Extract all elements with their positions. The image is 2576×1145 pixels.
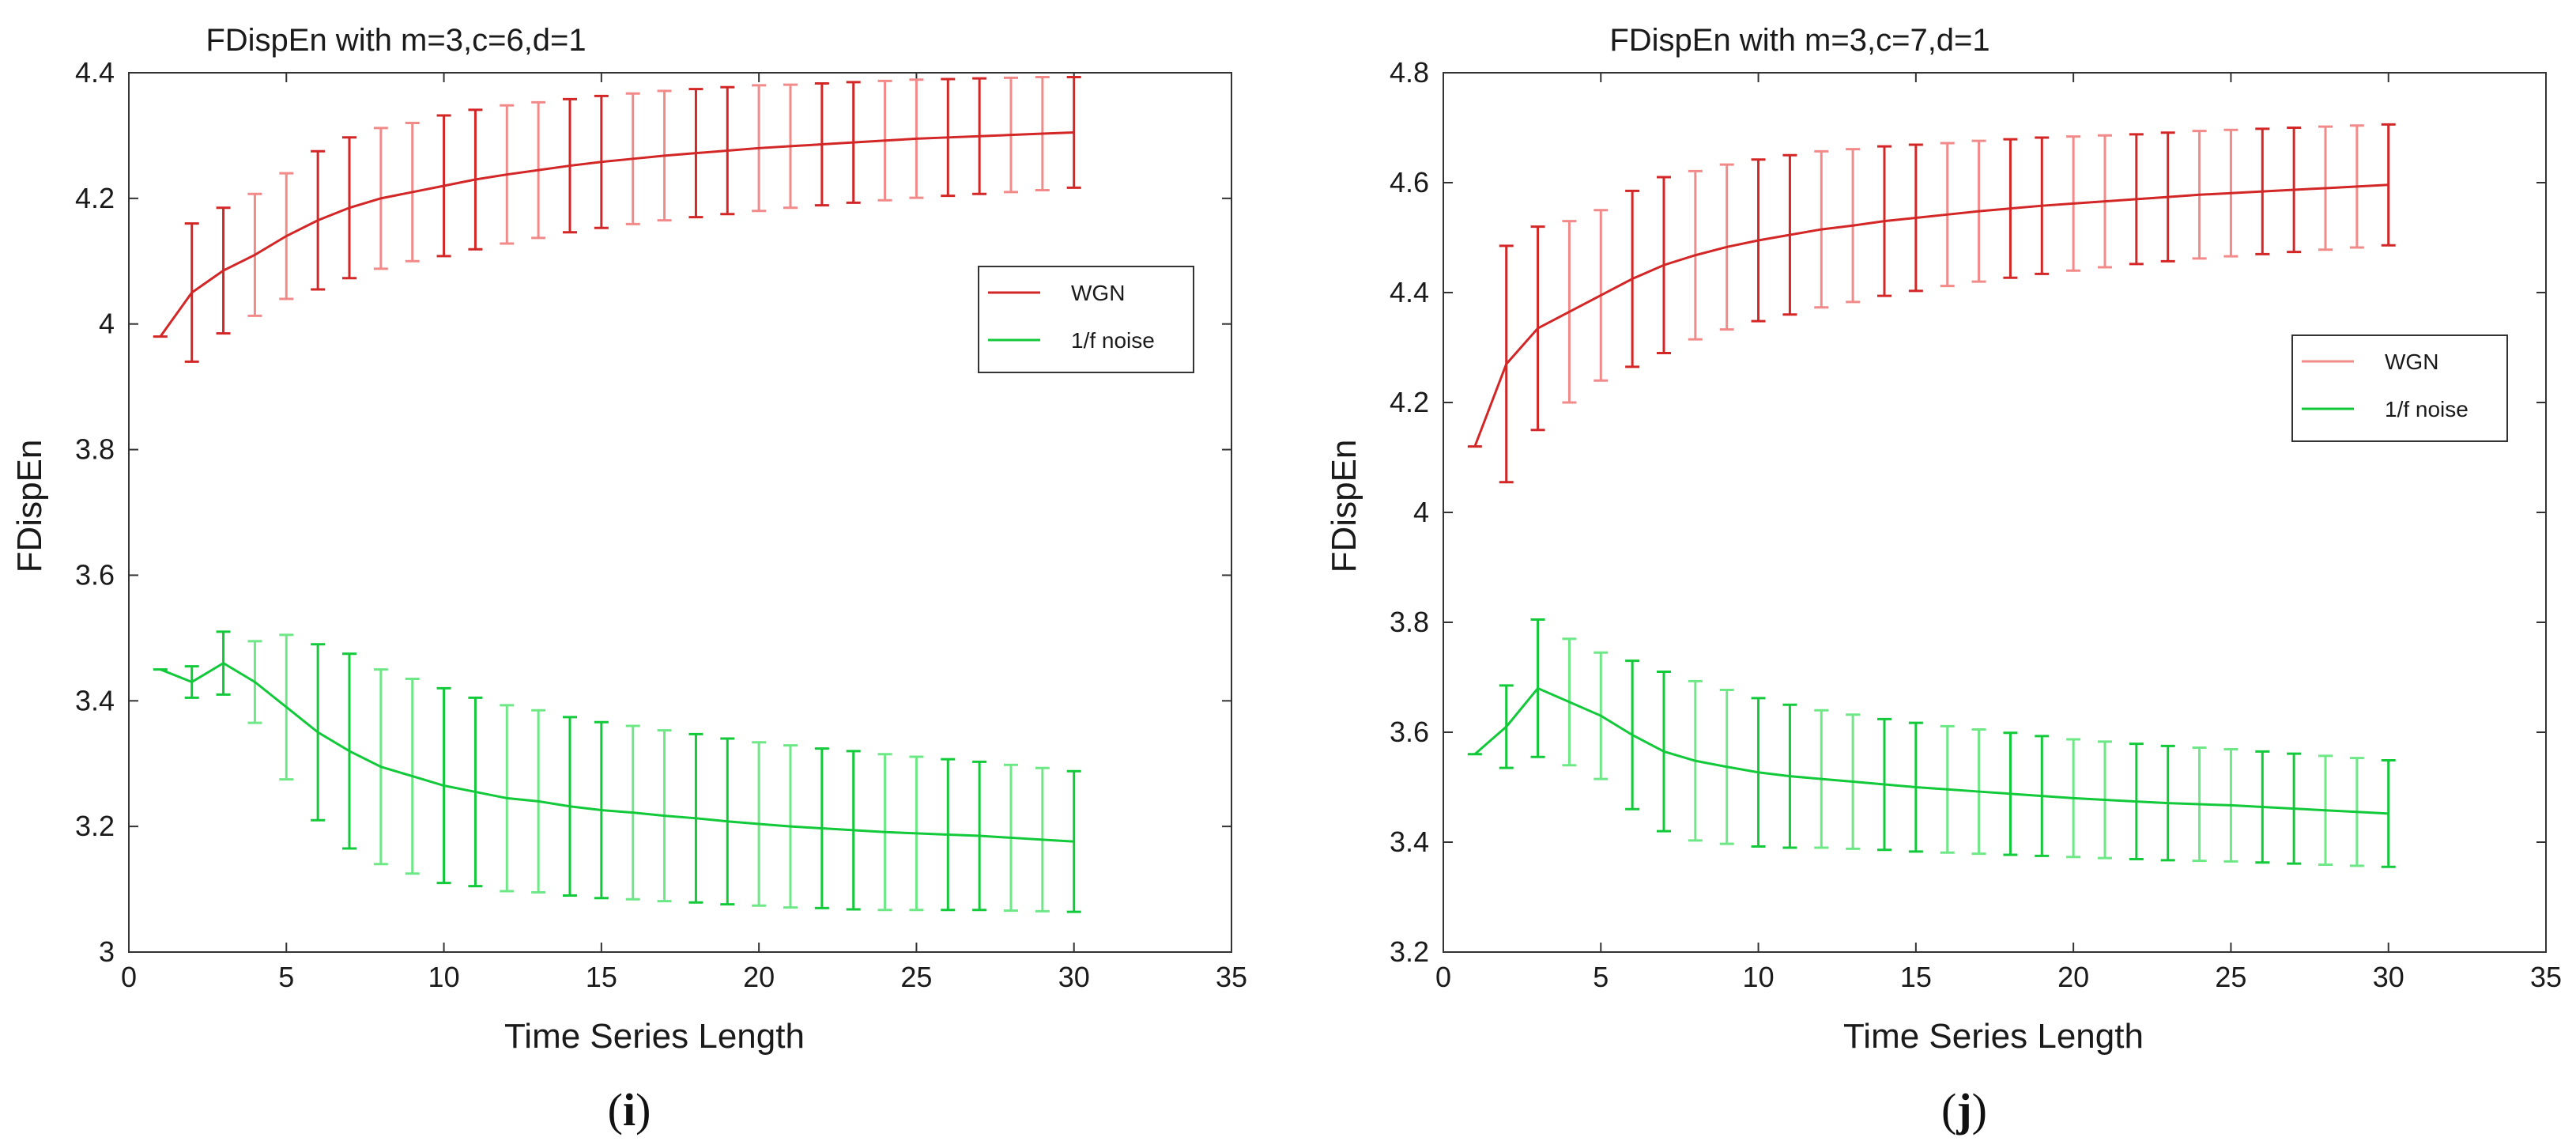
chart-panel-j: FDispEn with m=3,c=7,d=1 0 5 10 15 20 25 30 35 3… (1325, 23, 2562, 1136)
panel-label: (j) (1941, 1084, 1987, 1136)
x-tick-label: 15 (586, 961, 617, 993)
axis-ticks: 0 5 10 15 20 25 30 35 3 3.2 3.4 3.6 3.8 4 4.2 4.4 (75, 56, 1247, 993)
y-axis-label: FDispEn (10, 440, 49, 573)
y-tick-label: 3 (99, 935, 115, 968)
x-tick-label: 20 (743, 961, 775, 993)
y-tick-label: 4.4 (75, 56, 115, 89)
x-axis-label: Time Series Length (1843, 1017, 2144, 1056)
x-tick-label: 5 (278, 961, 294, 993)
x-tick-label: 0 (121, 961, 137, 993)
y-tick-label: 3.6 (1390, 716, 1429, 748)
x-tick-label: 35 (1216, 961, 1247, 993)
x-axis-label: Time Series Length (504, 1017, 805, 1056)
legend: WGN 1/f noise (978, 266, 1194, 373)
chart-panel-i: FDispEn with m=3,c=6,d=1 0 5 10 15 20 25 30 35 3… (10, 23, 1247, 1136)
legend-box (2291, 334, 2508, 442)
legend-label-wgn: WGN (2385, 350, 2438, 374)
x-tick-label: 30 (2373, 961, 2404, 993)
y-tick-label: 4.6 (1390, 166, 1429, 198)
series-wgn (153, 76, 1081, 363)
y-tick-label: 4.4 (1390, 276, 1429, 308)
legend-label-1f-noise: 1/f noise (2385, 397, 2469, 421)
series-line (160, 661, 1074, 843)
x-tick-label: 15 (1900, 961, 1932, 993)
chart-title: FDispEn with m=3,c=7,d=1 (1609, 23, 1990, 58)
chart-title: FDispEn with m=3,c=6,d=1 (206, 23, 586, 58)
y-tick-label: 3.4 (75, 684, 115, 716)
data-series-group (1467, 123, 2396, 868)
panel-label: (i) (608, 1084, 651, 1136)
x-tick-label: 30 (1058, 961, 1090, 993)
x-tick-label: 5 (1593, 961, 1609, 993)
legend: WGN 1/f noise (2291, 334, 2508, 442)
y-tick-label: 4.2 (75, 182, 115, 214)
x-tick-label: 25 (900, 961, 932, 993)
y-tick-label: 3.4 (1390, 826, 1429, 858)
x-tick-label: 25 (2215, 961, 2246, 993)
y-tick-label: 3.2 (75, 810, 115, 842)
y-tick-label: 3.8 (75, 433, 115, 466)
y-tick-label: 4.2 (1390, 386, 1429, 418)
plot-area (1443, 72, 2547, 953)
x-tick-label: 20 (2057, 961, 2089, 993)
x-tick-label: 35 (2530, 961, 2562, 993)
y-tick-label: 4 (99, 308, 115, 340)
series-line (1473, 183, 2389, 448)
legend-box (978, 266, 1194, 373)
legend-label-wgn: WGN (1071, 281, 1125, 305)
x-tick-label: 0 (1435, 961, 1451, 993)
y-tick-label: 4.8 (1390, 56, 1429, 89)
plot-area (128, 72, 1232, 953)
y-tick-label: 3.6 (75, 558, 115, 591)
legend-label-1f-noise: 1/f noise (1071, 328, 1155, 353)
data-series-group (153, 76, 1081, 913)
series-1-f-noise (1467, 618, 2396, 868)
series-line (159, 130, 1074, 338)
x-tick-label: 10 (428, 961, 460, 993)
series-1-f-noise (153, 630, 1081, 913)
series-wgn (1467, 123, 2396, 484)
y-axis-label: FDispEn (1325, 440, 1363, 573)
series-line (1473, 686, 2389, 815)
y-tick-label: 3.8 (1390, 606, 1429, 638)
y-tick-label: 4 (1413, 496, 1429, 528)
y-tick-label: 3.2 (1390, 935, 1429, 968)
x-tick-label: 10 (1743, 961, 1775, 993)
axis-ticks: 0 5 10 15 20 25 30 35 3.2 3.4 3.6 3.8 4 4.2 4.4 4.6 4.8 (1390, 56, 2562, 993)
